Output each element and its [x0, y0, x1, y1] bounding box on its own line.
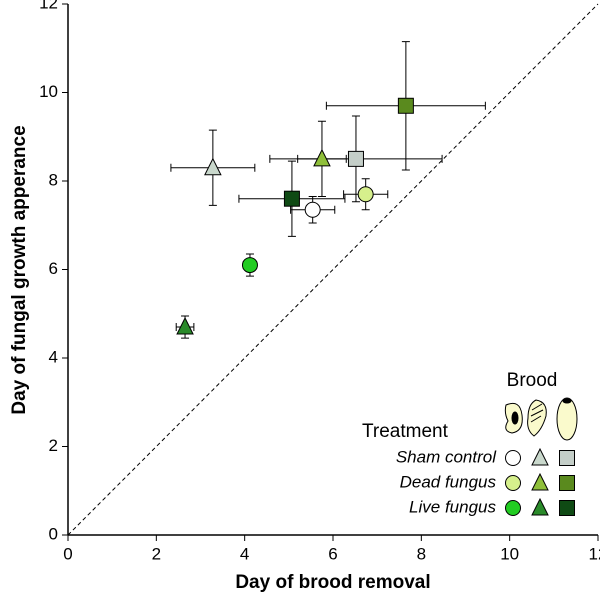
marker-circle: [505, 475, 521, 491]
x-tick-label: 2: [152, 544, 161, 563]
marker-square: [559, 475, 575, 491]
x-tick-label: 6: [328, 544, 337, 563]
egg-icon: [556, 397, 578, 441]
marker-triangle: [204, 157, 222, 176]
marker-square: [347, 150, 364, 167]
marker-square: [283, 190, 300, 207]
marker-triangle: [531, 447, 549, 466]
y-tick-label: 8: [49, 170, 58, 189]
y-axis-title: Day of fungal growth apperance: [9, 125, 30, 414]
legend-label: Sham control: [396, 447, 497, 466]
x-tick-label: 4: [240, 544, 249, 563]
identity-line: [67, 3, 599, 536]
x-tick-label: 10: [500, 544, 519, 563]
y-tick-label: 2: [49, 436, 58, 455]
y-tick-label: 4: [49, 347, 58, 366]
y-tick-label: 6: [49, 259, 58, 278]
marker-circle: [304, 201, 321, 218]
x-tick-label: 12: [589, 544, 600, 563]
x-axis-title: Day of brood removal: [235, 572, 430, 593]
marker-square: [397, 97, 414, 114]
marker-triangle: [531, 497, 549, 516]
larva-mark: [511, 411, 519, 425]
y-tick-label: 10: [39, 82, 58, 101]
egg-mark: [562, 398, 572, 404]
marker-triangle: [313, 148, 331, 167]
marker-triangle: [531, 472, 549, 491]
brood-icons: [504, 397, 578, 441]
marker-circle: [241, 257, 258, 274]
marker-circle: [505, 500, 521, 516]
marker-circle: [505, 450, 521, 466]
legend-label: Live fungus: [409, 497, 496, 516]
y-tick-label: 12: [39, 0, 58, 12]
legend-title: Treatment: [362, 421, 449, 442]
marker-triangle: [176, 316, 194, 335]
x-tick-label: 0: [63, 544, 72, 563]
y-tick-label: 0: [49, 524, 58, 543]
marker-circle: [357, 186, 374, 203]
marker-square: [559, 500, 575, 516]
x-tick-label: 8: [417, 544, 426, 563]
legend-label: Dead fungus: [400, 472, 497, 491]
marker-square: [559, 450, 575, 466]
brood-title: Brood: [507, 370, 558, 391]
error-bars: [325, 41, 486, 171]
pupa-lines: [530, 403, 544, 423]
